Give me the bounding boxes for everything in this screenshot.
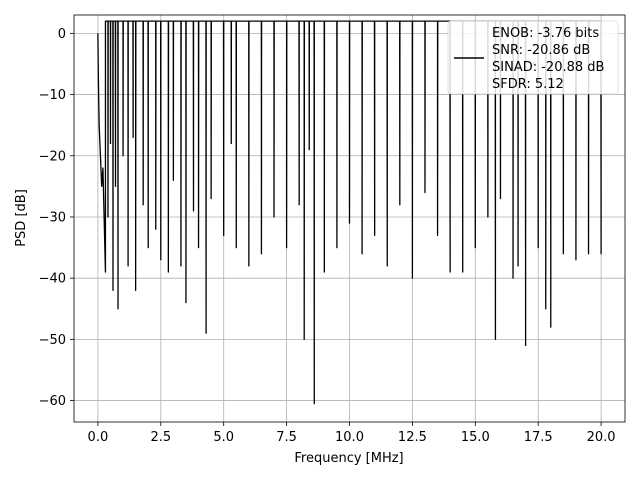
y-axis-ticks: 0 −10 −20 −30 −40 −50 −60 (39, 27, 74, 409)
x-tick-label: 12.5 (398, 430, 427, 445)
y-tick-label: −30 (39, 210, 66, 225)
x-tick-label: 15.0 (461, 430, 490, 445)
psd-line (97, 20, 602, 405)
x-tick-label: 5.0 (213, 430, 234, 445)
y-tick-label: −10 (39, 88, 66, 103)
legend-enob: ENOB: -3.76 bits (492, 26, 599, 41)
y-tick-label: −20 (39, 149, 66, 164)
legend-sinad: SINAD: -20.88 dB (492, 60, 604, 75)
y-axis-label: PSD [dB] (14, 189, 29, 247)
x-axis-ticks: 0.0 2.5 5.0 7.5 10.0 12.5 15.0 17.5 20.0 (88, 422, 616, 445)
y-tick-label: −60 (39, 394, 66, 409)
legend: ENOB: -3.76 bits SNR: -20.86 dB SINAD: -… (447, 20, 619, 95)
x-tick-label: 0.0 (88, 430, 109, 445)
x-tick-label: 20.0 (587, 430, 616, 445)
x-tick-label: 10.0 (335, 430, 364, 445)
legend-box (447, 20, 619, 95)
y-tick-label: −40 (39, 272, 66, 287)
y-tick-label: 0 (58, 27, 66, 42)
x-axis-label: Frequency [MHz] (294, 451, 403, 466)
y-tick-label: −50 (39, 333, 66, 348)
legend-snr: SNR: -20.86 dB (492, 43, 590, 58)
x-tick-label: 17.5 (524, 430, 553, 445)
psd-series-path (97, 20, 602, 405)
x-tick-label: 2.5 (150, 430, 171, 445)
x-tick-label: 7.5 (276, 430, 297, 445)
legend-sfdr: SFDR: 5.12 (492, 77, 564, 92)
